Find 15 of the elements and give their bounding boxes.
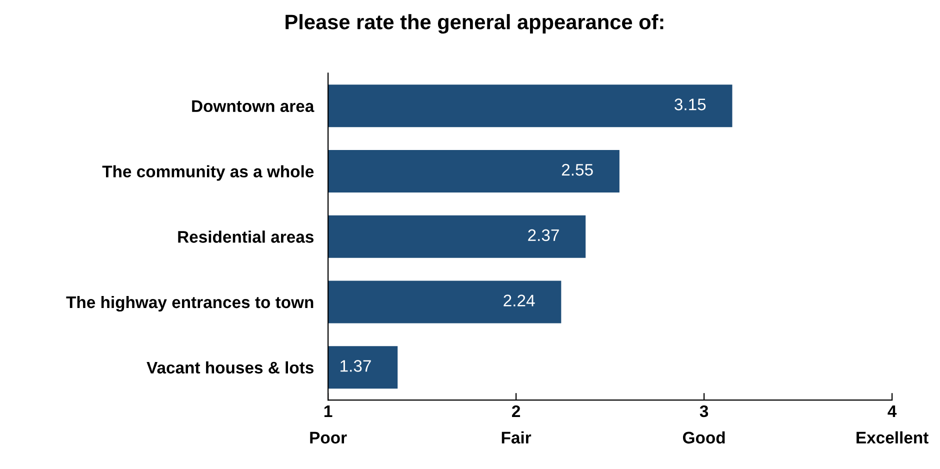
x-tick-label: 2 Fair (502, 405, 532, 444)
y-tick-label: Downtown area (192, 100, 314, 112)
y-tick-label: The highway entrances to town (66, 296, 314, 312)
data-label: 3.15 (674, 98, 706, 110)
data-label: 2.55 (562, 164, 593, 176)
data-label: 2.24 (504, 294, 535, 306)
x-tick-label: 4 Excellent (856, 406, 928, 444)
x-tick-label: 3 Good (682, 405, 725, 444)
y-tick-label: Residential areas (178, 230, 314, 243)
y-tick-label: Vacant houses & lots (146, 361, 314, 374)
x-tick-label: 1 Poor (310, 406, 347, 444)
y-tick-label: The community as a whole (102, 165, 314, 181)
data-label: 1.37 (340, 360, 371, 372)
data-label: 2.37 (528, 229, 559, 242)
chart-title: Please rate the general appearance of: (286, 14, 664, 34)
